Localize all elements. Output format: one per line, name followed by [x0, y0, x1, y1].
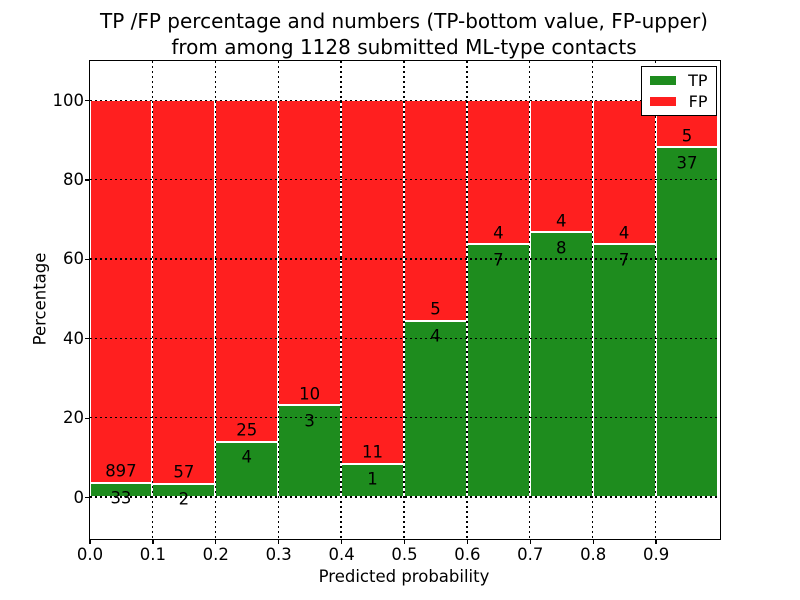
y-tick-label: 60 — [63, 249, 84, 269]
x-tick-mark — [89, 539, 91, 544]
bar-label-tp: 1 — [367, 469, 378, 489]
x-tick-mark — [403, 539, 406, 544]
chart-title: TP /FP percentage and numbers (TP-bottom… — [88, 8, 720, 60]
chart-title-line1: TP /FP percentage and numbers (TP-bottom… — [100, 9, 708, 33]
bar-label-fp: 57 — [173, 462, 195, 482]
bar-label-fp: 897 — [105, 461, 137, 481]
legend-item-tp: TP — [650, 70, 708, 90]
x-tick-label: 0.5 — [391, 545, 418, 564]
bar-label-fp: 25 — [236, 420, 258, 440]
x-tick-label: 0.3 — [265, 545, 292, 564]
bar-label-tp: 4 — [241, 447, 253, 467]
legend-swatch-fp — [650, 96, 677, 106]
y-tick-mark — [84, 338, 89, 340]
grid-line-x — [654, 60, 657, 539]
bar-segment-fp — [592, 100, 656, 245]
x-tick-label: 0.6 — [454, 545, 481, 564]
y-tick-label: 40 — [63, 328, 84, 348]
bar-segment-tp — [529, 232, 593, 497]
bar-segment-fp — [89, 100, 153, 483]
x-tick-mark — [655, 539, 657, 544]
x-tick-label: 0.7 — [517, 545, 544, 564]
grid-line-x — [403, 60, 405, 539]
bar-label-fp: 4 — [618, 223, 630, 243]
legend-swatch-tp — [650, 75, 677, 85]
y-tick-mark — [84, 258, 89, 261]
bar-label-fp: 4 — [493, 223, 504, 243]
chart-title-line2: from among 1128 submitted ML-type contac… — [171, 35, 637, 59]
grid-line-x — [277, 60, 279, 539]
bar-segment-tp — [404, 320, 467, 497]
legend-label: FP — [688, 91, 708, 111]
y-tick-mark — [84, 496, 89, 499]
bar-segment-tp — [655, 147, 719, 498]
bar-label-fp: 5 — [430, 299, 441, 319]
bar-label-tp: 8 — [556, 238, 567, 258]
x-tick-label: 0.0 — [76, 545, 104, 564]
bar-label-fp: 10 — [299, 384, 321, 404]
bar-segment-tp — [592, 244, 656, 498]
x-tick-mark — [592, 539, 594, 544]
bar-segment-tp — [215, 442, 279, 498]
x-tick-mark — [340, 539, 343, 544]
grid-line-x — [151, 60, 154, 539]
bar-segment-tp — [466, 244, 530, 498]
bar-label-fp: 4 — [556, 211, 567, 231]
legend-label: TP — [688, 70, 708, 90]
x-tick-label: 0.4 — [328, 545, 355, 564]
legend: TP FP — [641, 65, 717, 116]
x-axis-label: Predicted probability — [318, 567, 490, 586]
bar-label-fp: 5 — [681, 126, 693, 146]
bar-label-tp: 3 — [304, 411, 315, 431]
bar-segment-fp — [152, 100, 216, 484]
bar-label-tp: 7 — [493, 250, 504, 270]
bar-label-tp: 4 — [430, 326, 441, 346]
bar-segment-fp — [404, 100, 467, 321]
y-tick-label: 80 — [63, 170, 84, 190]
x-tick-label: 0.2 — [202, 545, 229, 564]
grid-line-x — [466, 60, 468, 539]
x-tick-mark — [152, 539, 154, 544]
y-tick-mark — [84, 100, 89, 102]
x-tick-label: 0.9 — [642, 545, 670, 564]
x-tick-label: 0.8 — [580, 545, 607, 564]
x-tick-mark — [215, 539, 217, 544]
bar-label-fp: 11 — [362, 442, 384, 462]
legend-item-fp: FP — [650, 91, 708, 111]
y-tick-mark — [84, 179, 89, 181]
plot-area: TP FP 897 33 57 2 25 4 10 3 11 1 5 4 4 7 4 8 4 7 5 37 — [88, 59, 721, 540]
bar-segment-fp — [341, 100, 404, 464]
bar-label-tp: 37 — [676, 153, 698, 172]
grid-line-x — [529, 60, 531, 539]
grid-line-x — [214, 60, 216, 539]
y-tick-label: 20 — [63, 408, 84, 428]
bar-label-tp: 33 — [110, 488, 132, 508]
grid-line-x — [592, 60, 594, 539]
x-tick-mark — [466, 539, 469, 544]
bar-segment-fp — [278, 100, 342, 406]
grid-line-x — [340, 60, 342, 539]
bar-label-tp: 7 — [618, 250, 630, 270]
x-tick-mark — [278, 539, 280, 544]
x-tick-label: 0.1 — [139, 545, 167, 564]
y-tick-mark — [84, 417, 89, 419]
y-tick-label: 100 — [52, 90, 85, 110]
y-tick-label: 0 — [73, 487, 85, 507]
bar-label-tp: 2 — [178, 489, 190, 509]
bar-segment-fp — [215, 100, 279, 443]
x-tick-mark — [529, 539, 531, 544]
